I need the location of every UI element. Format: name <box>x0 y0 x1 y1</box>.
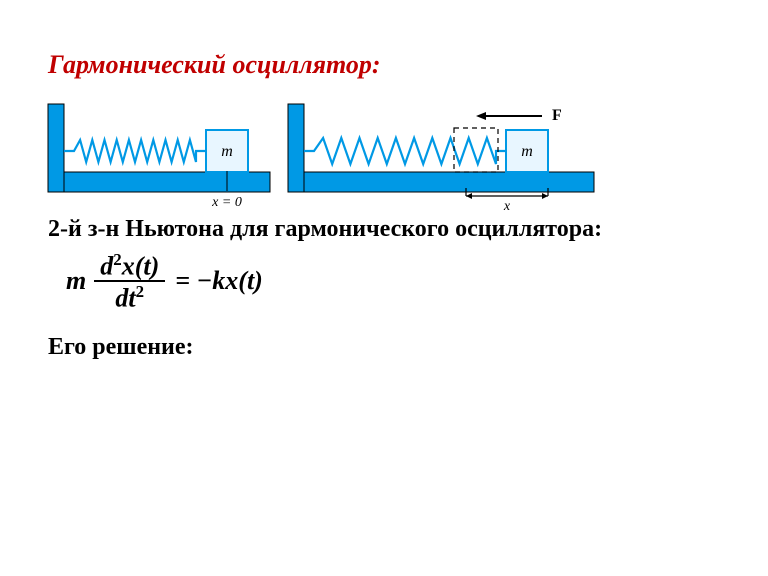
svg-text:m: m <box>221 143 233 160</box>
diagram-row: mx = 0 mFx <box>48 96 720 192</box>
eq-m: m <box>66 266 86 296</box>
svg-text:x = 0: x = 0 <box>211 195 242 210</box>
diagram-displaced: mFx <box>288 96 594 192</box>
eq-den-exp: 2 <box>136 282 144 301</box>
eq-rhs: = −kx(t) <box>175 266 263 296</box>
equation-of-motion: m d2x(t) dt2 = −kx(t) <box>66 251 720 312</box>
eq-num-xt: x(t) <box>122 252 160 281</box>
slide-title: Гармонический осциллятор: <box>48 50 720 80</box>
eq-num-d: d <box>100 252 113 281</box>
eq-fraction: d2x(t) dt2 <box>94 251 165 312</box>
solution-label: Его решение: <box>48 334 720 361</box>
svg-text:m: m <box>521 143 533 160</box>
newton-law-text: 2-й з-н Ньютона для гармонического осцил… <box>48 216 720 243</box>
diagram-equilibrium: mx = 0 <box>48 96 270 192</box>
eq-den-dt: dt <box>115 284 135 313</box>
eq-numerator: d2x(t) <box>94 251 165 282</box>
eq-denominator: dt2 <box>107 282 152 312</box>
svg-text:x: x <box>503 199 511 214</box>
eq-num-exp: 2 <box>113 250 121 269</box>
svg-text:F: F <box>552 107 562 124</box>
